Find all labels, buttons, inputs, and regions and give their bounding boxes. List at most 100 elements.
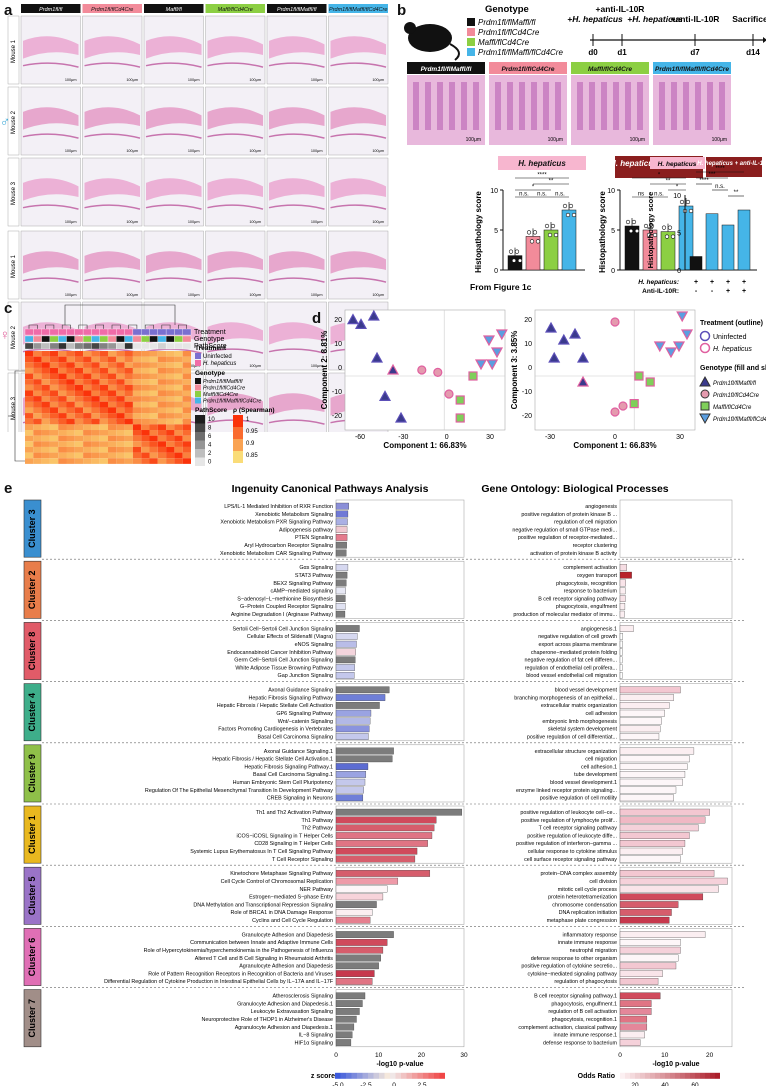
- heatmap-cell: [58, 413, 67, 419]
- ipa-bar: [335, 978, 373, 985]
- oddsratio-legend-title: Odds Ratio: [578, 1073, 615, 1080]
- ipa-pathway-label: Differential Regulation of Cytokine Prod…: [104, 979, 334, 985]
- heatmap-cell: [91, 390, 100, 397]
- heatmap-cell: [83, 379, 92, 385]
- heatmap-cell: [116, 424, 125, 431]
- heatmap-cell: [166, 390, 175, 397]
- heatmap-cell: [141, 356, 150, 363]
- heatmap-cell: [91, 452, 100, 459]
- go-term-label: positive regulation of leukocyte diffe..…: [527, 833, 617, 839]
- chart-point: [511, 258, 517, 263]
- go-bar: [619, 970, 663, 977]
- scale-bar-label: 100μm: [311, 220, 323, 224]
- go-term-label: phagocytosis, recognition.1: [552, 1017, 617, 1023]
- ipa-bar: [335, 702, 380, 709]
- histo-crypt: [543, 82, 549, 130]
- zscore-gradient-step: [357, 1072, 363, 1079]
- heatmap-cell: [157, 458, 167, 464]
- heatmap-cell: [141, 379, 150, 385]
- heatmap-cell: [182, 430, 191, 436]
- heatmap-cell: [33, 430, 42, 436]
- annot-treatment-cell: [41, 328, 51, 336]
- annot-pathscore-cell: [132, 342, 142, 350]
- heatmap-cell: [99, 430, 108, 436]
- heatmap-cell: [33, 452, 42, 459]
- heatmap-cell: [66, 441, 75, 447]
- tissue-band: [207, 322, 263, 345]
- heatmap-cell: [108, 384, 117, 391]
- heatmap-cell: [91, 441, 100, 447]
- genotype-swatch: [467, 18, 475, 26]
- mouse-ear-icon: [404, 22, 416, 34]
- annot-genotype-cell: [141, 335, 150, 343]
- histo-crypt: [707, 82, 713, 130]
- legend-item: Prdm1fl/flMaffl/flCd4Cre: [203, 399, 261, 405]
- chart3-x-row-value: +: [726, 279, 730, 286]
- go-bar: [619, 625, 634, 632]
- ipa-pathway-label: Atherosclerosis Signaling: [272, 994, 333, 1000]
- oddsratio-gradient-step: [670, 1072, 675, 1079]
- chart3-x-row-value: +: [710, 279, 714, 286]
- heatmap-cell: [157, 373, 167, 380]
- heatmap-cell: [74, 458, 84, 464]
- ipa-bar: [335, 587, 346, 595]
- heatmap-cell: [83, 401, 92, 408]
- go-term-label: cell division: [589, 879, 617, 885]
- tissue-edge: [207, 348, 264, 354]
- ipa-bar: [335, 946, 384, 954]
- go-term-label: blood vessel development: [555, 688, 618, 694]
- oddsratio-gradient-step: [710, 1072, 715, 1079]
- pca-point: [486, 359, 499, 371]
- go-bar: [619, 786, 677, 794]
- ipa-pathway-label: Communication between Innate and Adaptiv…: [190, 940, 333, 946]
- column-header-label: Prdm1fl/flMaffl/fl: [277, 7, 317, 13]
- pca-y-tick: 10: [524, 341, 532, 348]
- pca-y-tick: -10: [522, 389, 532, 396]
- column-header-label: Maffl/flCd4Cre: [218, 7, 253, 13]
- chart3-x-row-value: -: [695, 288, 698, 295]
- heatmap-cell: [157, 446, 167, 453]
- tissue-edge: [145, 62, 202, 68]
- heatmap-cell: [149, 379, 158, 385]
- heatmap-cell: [33, 441, 42, 447]
- heatmap-cell: [124, 367, 133, 374]
- tissue-band: [146, 36, 202, 59]
- go-bar: [619, 909, 672, 916]
- heatmap-cell: [83, 396, 92, 402]
- heatmap-cell: [25, 446, 34, 453]
- go-x-tick: 20: [706, 1052, 714, 1059]
- go-term-label: blood vessel endothelial cell migration: [526, 673, 617, 679]
- legend-tick: 6: [208, 434, 212, 440]
- chart-y-tick-label: 5: [494, 228, 498, 235]
- heatmap-cell: [66, 418, 75, 425]
- heatmap-cell: [141, 413, 150, 419]
- heatmap-cell: [66, 424, 75, 431]
- heatmap-cell: [108, 430, 117, 436]
- chart-point: [550, 223, 556, 229]
- histo-crypt: [719, 82, 725, 130]
- pca-legend-item: Prdm1fl/flCd4Cre: [713, 393, 760, 399]
- heatmap-cell: [25, 435, 34, 442]
- zscore-gradient-step: [434, 1072, 440, 1079]
- ipa-bar: [335, 755, 393, 763]
- heatmap-cell: [99, 367, 108, 374]
- genotype-swatch: [467, 48, 475, 56]
- go-bar: [619, 832, 690, 839]
- go-term-label: defense response to bacterium: [543, 1040, 618, 1046]
- heatmap-cell: [49, 418, 59, 425]
- heatmap-cell: [116, 441, 125, 447]
- heatmap-cell: [58, 458, 67, 464]
- heatmap-cell: [99, 446, 108, 453]
- legend-tick: 1: [246, 417, 250, 423]
- tissue-band: [23, 178, 79, 201]
- heatmap-cell: [25, 396, 34, 402]
- heatmap-cell: [58, 435, 67, 442]
- heatmap-cell: [58, 367, 67, 374]
- chart-point: [565, 212, 571, 218]
- heatmap-cell: [58, 390, 67, 397]
- annot-pathscore-cell: [33, 342, 42, 350]
- heatmap-cell: [33, 351, 42, 357]
- heatmap-cell: [74, 356, 84, 363]
- heatmap-cell: [132, 384, 142, 391]
- annot-treatment-cell: [174, 328, 183, 336]
